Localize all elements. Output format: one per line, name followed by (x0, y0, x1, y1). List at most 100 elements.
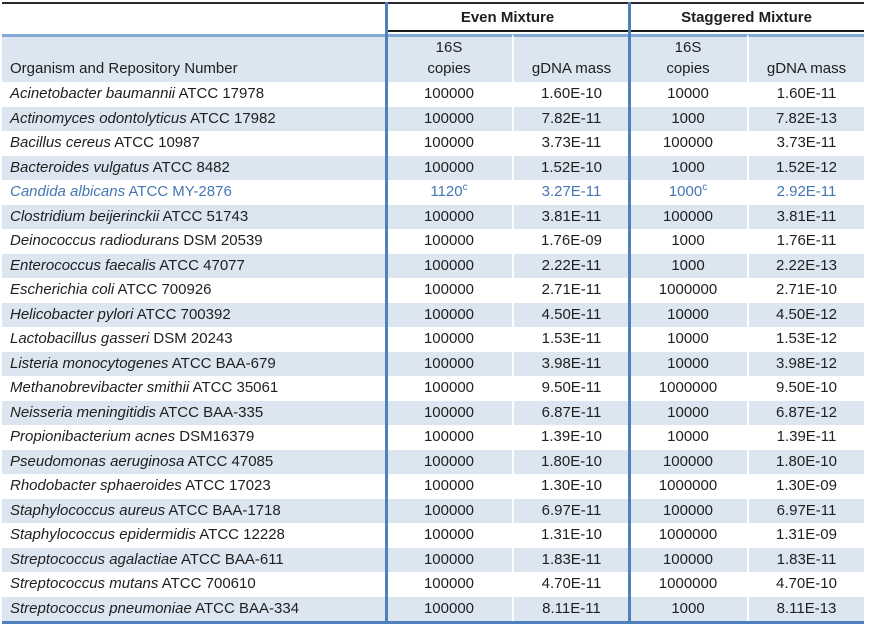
even-gdna-mass-cell: 2.71E-11 (512, 278, 629, 303)
staggered-16s-copies-cell: 1000 (629, 596, 747, 621)
staggered-16s-copies-cell: 1000 (629, 106, 747, 131)
even-16s-copies-cell: 100000 (423, 477, 475, 495)
even-16s-copies-cell: 1120c (430, 182, 468, 201)
staggered-gdna-mass-cell: 7.82E-13 (747, 106, 864, 131)
staggered-16s-copies-cell: 10000 (629, 351, 747, 376)
staggered-16s-copies-cell: 1000000 (658, 477, 718, 495)
table-row: Clostridium beijerinckii ATCC 51743 1000… (2, 204, 864, 229)
even-gdna-mass-cell: 1.31E-10 (512, 523, 629, 548)
table-row: Streptococcus pneumoniae ATCC BAA-334 10… (2, 596, 864, 621)
even-gdna-mass-cell: 6.87E-11 (512, 400, 629, 425)
repository-number: ATCC 700926 (114, 281, 212, 299)
staggered-16s-copies-cell: 100000 (662, 134, 714, 152)
even-16s-copies-cell: 100000 (386, 596, 512, 621)
repository-number: ATCC 35061 (189, 379, 279, 397)
repository-number: DSM16379 (175, 428, 255, 446)
staggered-16s-copies-cell: 1000c (668, 182, 708, 201)
even-gdna-mass-cell: 7.82E-11 (512, 106, 629, 131)
even-16s-copies-cell: 100000 (386, 449, 512, 474)
repository-number: DSM 20243 (149, 330, 233, 348)
organism-name: Lactobacillus gasseri (10, 330, 150, 348)
organism-name: Acinetobacter baumannii (10, 85, 176, 103)
staggered-16s-copies-cell: 100000 (629, 498, 747, 523)
table-row: Listeria monocytogenes ATCC BAA-679 1000… (2, 351, 864, 376)
even-16s-copies-cell: 100000 (423, 85, 475, 103)
repository-number: ATCC 17982 (186, 109, 276, 127)
organism-cell: Bacteroides vulgatus ATCC 8482 (2, 155, 386, 180)
table-row: Pseudomonas aeruginosa ATCC 47085 100000… (2, 449, 864, 474)
organism-cell: Rhodobacter sphaeroides ATCC 17023 (2, 474, 386, 499)
even-gdna-mass-header: gDNA mass (512, 34, 629, 82)
table-row: Enterococcus faecalis ATCC 47077 100000 … (2, 253, 864, 278)
staggered-gdna-mass-header: gDNA mass (747, 34, 864, 82)
organism-name: Candida albicans (10, 183, 126, 201)
even-16s-copies-cell: 100000 (423, 575, 475, 593)
organism-data-table: Even Mixture Staggered Mixture Organism … (2, 2, 864, 624)
table-row: Neisseria meningitidis ATCC BAA-335 1000… (2, 400, 864, 425)
16s-label: 16S (435, 39, 463, 56)
organism-cell: Lactobacillus gasseri DSM 20243 (2, 327, 386, 352)
table-row: Lactobacillus gasseri DSM 20243 100000 1… (2, 327, 864, 352)
organism-name: Staphylococcus epidermidis (10, 526, 196, 544)
table-row: Methanobrevibacter smithii ATCC 35061 10… (2, 376, 864, 401)
even-gdna-mass-cell: 4.50E-11 (512, 302, 629, 327)
even-gdna-mass-cell: 3.27E-11 (512, 180, 629, 205)
organism-cell: Staphylococcus aureus ATCC BAA-1718 (2, 498, 386, 523)
organism-cell: Enterococcus faecalis ATCC 47077 (2, 253, 386, 278)
staggered-gdna-mass-cell: 9.50E-10 (747, 376, 864, 401)
organism-cell: Escherichia coli ATCC 700926 (2, 278, 386, 303)
even-16s-copies-cell: 100000 (423, 379, 475, 397)
table-body: Acinetobacter baumannii ATCC 17978 10000… (2, 82, 864, 621)
table-row: Escherichia coli ATCC 700926 100000 2.71… (2, 278, 864, 303)
staggered-16s-copies-cell: 10000 (667, 330, 709, 348)
staggered-16s-copies-cell: 10000 (629, 302, 747, 327)
organism-name: Streptococcus agalactiae (10, 550, 178, 568)
organism-cell: Pseudomonas aeruginosa ATCC 47085 (2, 449, 386, 474)
table-row: Staphylococcus epidermidis ATCC 12228 10… (2, 523, 864, 548)
repository-number: ATCC MY-2876 (125, 183, 232, 201)
even-16s-copies-cell: 100000 (423, 428, 475, 446)
organism-name: Staphylococcus aureus (10, 501, 166, 519)
table-row: Bacillus cereus ATCC 10987 100000 3.73E-… (2, 131, 864, 156)
repository-number: ATCC 700392 (133, 305, 231, 323)
table-row: Propionibacterium acnes DSM16379 100000 … (2, 425, 864, 450)
staggered-16s-copies-cell: 100000 (629, 449, 747, 474)
staggered-gdna-mass-cell: 1.60E-11 (747, 82, 864, 107)
even-16s-copies-cell: 100000 (386, 253, 512, 278)
copies-label: copies (666, 60, 710, 77)
repository-number: ATCC 47085 (184, 452, 274, 470)
staggered-gdna-mass-cell: 1.31E-09 (747, 523, 864, 548)
even-gdna-mass-cell: 1.83E-11 (512, 547, 629, 572)
repository-number: ATCC BAA-1718 (165, 501, 281, 519)
staggered-16s-copies-cell: 1000000 (658, 379, 718, 397)
even-gdna-mass-cell: 8.11E-11 (512, 596, 629, 621)
organism-name: Propionibacterium acnes (10, 428, 176, 446)
repository-number: ATCC 17023 (181, 477, 271, 495)
even-gdna-mass-cell: 4.70E-11 (512, 572, 629, 597)
organism-cell: Acinetobacter baumannii ATCC 17978 (2, 82, 386, 107)
even-gdna-mass-cell: 1.52E-10 (512, 155, 629, 180)
staggered-section-border (628, 2, 631, 624)
even-16s-copies-header: 16S copies (386, 34, 512, 82)
organism-cell: Bacillus cereus ATCC 10987 (2, 131, 386, 156)
even-16s-copies-cell: 100000 (423, 232, 475, 250)
organism-cell: Streptococcus mutans ATCC 700610 (2, 572, 386, 597)
footnote-superscript: c (462, 182, 468, 194)
even-mixture-header: Even Mixture (386, 4, 629, 32)
table-row: Deinococcus radiodurans DSM 20539 100000… (2, 229, 864, 254)
even-16s-copies-cell: 100000 (386, 351, 512, 376)
staggered-mixture-header: Staggered Mixture (629, 4, 864, 32)
staggered-gdna-mass-cell: 1.30E-09 (747, 474, 864, 499)
organism-name: Rhodobacter sphaeroides (10, 477, 182, 495)
table-row: Acinetobacter baumannii ATCC 17978 10000… (2, 82, 864, 107)
organism-name: Actinomyces odontolyticus (10, 109, 187, 127)
staggered-gdna-mass-cell: 2.71E-10 (747, 278, 864, 303)
organism-name: Pseudomonas aeruginosa (10, 452, 185, 470)
staggered-gdna-mass-cell: 1.39E-11 (747, 425, 864, 450)
repository-number: DSM 20539 (179, 232, 263, 250)
organism-name: Listeria monocytogenes (10, 354, 169, 372)
even-16s-copies-cell: 100000 (423, 281, 475, 299)
repository-number: ATCC BAA-679 (168, 354, 276, 372)
even-gdna-mass-cell: 1.53E-11 (512, 327, 629, 352)
staggered-gdna-mass-cell: 8.11E-13 (747, 596, 864, 621)
